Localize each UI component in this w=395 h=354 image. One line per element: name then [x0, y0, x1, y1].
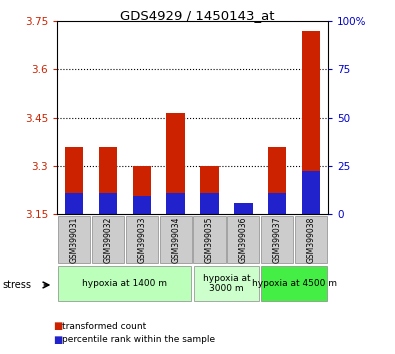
Text: transformed count: transformed count	[62, 322, 147, 331]
Bar	[133, 166, 151, 214]
Bar	[302, 171, 320, 214]
FancyBboxPatch shape	[92, 216, 124, 263]
Bar	[234, 203, 252, 214]
Bar	[200, 193, 219, 214]
Text: GSM399035: GSM399035	[205, 217, 214, 263]
Bar	[166, 113, 185, 214]
Text: GSM399037: GSM399037	[273, 217, 282, 263]
Text: GSM399038: GSM399038	[307, 217, 316, 263]
Text: hypoxia at 4500 m: hypoxia at 4500 m	[252, 279, 337, 288]
Text: hypoxia at
3000 m: hypoxia at 3000 m	[203, 274, 250, 293]
FancyBboxPatch shape	[58, 216, 90, 263]
Text: GSM399033: GSM399033	[137, 217, 146, 263]
FancyBboxPatch shape	[194, 216, 226, 263]
Text: GSM399036: GSM399036	[239, 217, 248, 263]
Text: hypoxia at 1400 m: hypoxia at 1400 m	[83, 279, 167, 288]
Text: GSM399034: GSM399034	[171, 217, 180, 263]
Bar	[65, 147, 83, 214]
Text: percentile rank within the sample: percentile rank within the sample	[62, 335, 216, 344]
Text: stress: stress	[2, 280, 31, 290]
FancyBboxPatch shape	[160, 216, 192, 263]
Bar	[268, 147, 286, 214]
Bar	[268, 193, 286, 214]
FancyBboxPatch shape	[194, 266, 259, 301]
Text: GSM399032: GSM399032	[103, 217, 113, 263]
Bar	[133, 196, 151, 214]
Text: GDS4929 / 1450143_at: GDS4929 / 1450143_at	[120, 9, 275, 22]
FancyBboxPatch shape	[261, 266, 327, 301]
FancyBboxPatch shape	[58, 266, 192, 301]
FancyBboxPatch shape	[295, 216, 327, 263]
Text: ■: ■	[53, 321, 62, 331]
Bar	[99, 147, 117, 214]
FancyBboxPatch shape	[227, 216, 260, 263]
Bar	[166, 193, 185, 214]
Bar	[302, 31, 320, 214]
Text: GSM399031: GSM399031	[70, 217, 79, 263]
Text: ■: ■	[53, 335, 62, 345]
FancyBboxPatch shape	[126, 216, 158, 263]
Bar	[234, 206, 252, 214]
FancyBboxPatch shape	[261, 216, 293, 263]
Bar	[99, 193, 117, 214]
Bar	[65, 193, 83, 214]
Bar	[200, 166, 219, 214]
